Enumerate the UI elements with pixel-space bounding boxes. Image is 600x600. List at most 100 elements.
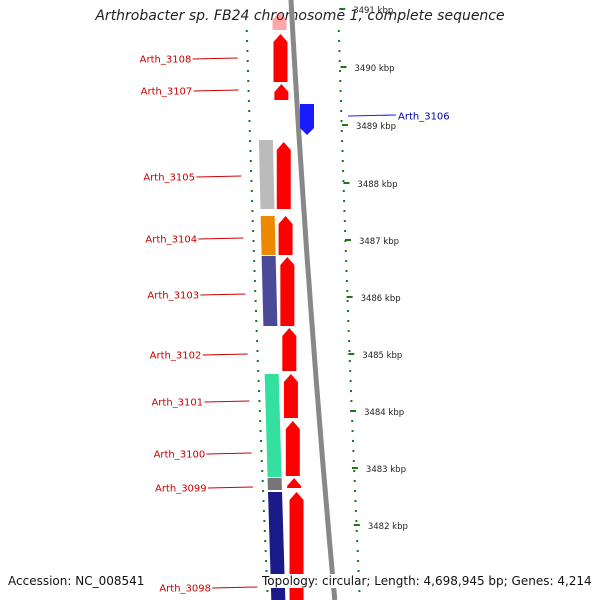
outer-track-dot <box>342 190 345 192</box>
inner-track-dot <box>260 450 263 452</box>
inner-track-dot <box>250 170 253 172</box>
outer-track-dot <box>346 290 349 292</box>
outer-track-dot <box>341 140 344 142</box>
inner-track-dot <box>246 50 249 52</box>
gene-label: Arth_3098 <box>159 584 211 595</box>
gene-label-line <box>206 452 252 455</box>
accession-label: Accession: <box>8 574 72 588</box>
inner-track-dot <box>250 180 253 182</box>
outer-track-dot <box>349 380 352 382</box>
outer-track-dot <box>358 590 361 592</box>
forward-gene-arrow <box>283 374 298 418</box>
outer-track-dot <box>341 160 344 162</box>
inner-track-dot <box>247 100 250 102</box>
inner-track-dot <box>257 370 260 372</box>
outer-track-dot <box>348 360 351 362</box>
outer-track-dot <box>350 400 353 402</box>
outer-track-dot <box>348 340 351 342</box>
inner-track-dot <box>246 60 249 62</box>
outer-track-dot <box>339 100 342 102</box>
gene-label-line <box>196 175 242 178</box>
inner-track-dot <box>261 470 264 472</box>
inner-track-dot <box>252 230 255 232</box>
inner-track-dot <box>265 570 268 572</box>
gene-label: Arth_3104 <box>145 235 197 246</box>
inner-track-dot <box>248 120 251 122</box>
inner-track-dot <box>245 30 248 32</box>
gene-label: Arth_3107 <box>141 87 193 98</box>
inner-track-dot <box>247 90 250 92</box>
inner-track-dot <box>252 240 255 242</box>
outer-track-dot <box>350 390 352 392</box>
outer-track-dot <box>338 40 341 42</box>
scale-tick <box>340 66 347 68</box>
scale-tick <box>348 353 355 355</box>
length-value: 4,698,945 bp <box>423 574 504 588</box>
outer-track-dot <box>342 180 345 182</box>
inner-track-dot <box>250 190 253 192</box>
accession-info: Accession: NC_008541 <box>8 574 145 588</box>
inner-track-dot <box>264 550 267 552</box>
gene-label: Arth_3102 <box>150 351 202 362</box>
scale-tick-label: 3488 kbp <box>357 180 397 190</box>
inner-track-dot <box>263 530 266 532</box>
outer-track-dot <box>347 330 350 332</box>
scale-tick <box>351 467 358 469</box>
outer-track-dot <box>343 200 346 202</box>
inner-track-dot <box>263 520 266 522</box>
inner-track-dot <box>255 310 257 312</box>
inner-track-dot <box>255 330 258 332</box>
reverse-gene-arrow <box>300 104 314 135</box>
cog-category-box <box>267 478 282 490</box>
outer-track-dot <box>352 450 355 452</box>
outer-track-dot <box>356 540 359 542</box>
accession-value: NC_008541 <box>75 574 145 588</box>
cog-category-box <box>268 492 286 600</box>
topology-label: Topology: <box>262 574 319 588</box>
outer-track-dot <box>357 560 360 562</box>
outer-track-dot <box>352 440 354 442</box>
gene-label: Arth_3108 <box>140 55 192 66</box>
scale-tick-label: 3484 kbp <box>364 408 404 418</box>
inner-track-dot <box>254 290 257 292</box>
inner-track-dot <box>253 260 256 262</box>
inner-track-dot <box>265 560 268 562</box>
inner-track-dot <box>248 110 251 112</box>
inner-track-dot <box>247 70 249 72</box>
outer-track-dot <box>347 320 350 322</box>
outer-track-dot <box>339 70 341 72</box>
gene-label-line <box>347 114 397 117</box>
gene-label-line <box>193 89 239 92</box>
inner-track-dot <box>249 150 252 152</box>
genome-stats: Topology: circular; Length: 4,698,945 bp… <box>262 574 592 588</box>
inner-track-dot <box>251 200 254 202</box>
outer-track-dot <box>349 370 352 372</box>
gene-label-line <box>207 486 254 489</box>
scale-tick <box>339 8 346 10</box>
gene-label: Arth_3106 <box>398 112 450 123</box>
gene-label-line <box>202 353 248 356</box>
gene-label: Arth_3099 <box>155 484 207 495</box>
outer-track-dot <box>353 480 356 482</box>
inner-track-dot <box>256 360 259 362</box>
inner-track-dot <box>255 320 258 322</box>
genes-label: Genes: <box>511 574 554 588</box>
outer-track-dot <box>348 350 351 352</box>
inner-track-dot <box>253 270 256 272</box>
inner-track-dot <box>247 80 250 82</box>
inner-track-dot <box>264 540 267 542</box>
scale-tick <box>341 124 348 126</box>
cog-category-box <box>261 256 278 326</box>
genes-value: 4,214 <box>557 574 592 588</box>
map-title: Arthrobacter sp. FB24 chromosome 1, comp… <box>95 8 505 24</box>
outer-track-dot <box>345 280 348 282</box>
outer-track-dot <box>337 30 340 32</box>
outer-track-dot <box>345 270 348 272</box>
forward-gene-arrow <box>278 216 293 255</box>
gene-label-line <box>212 586 258 589</box>
inner-track-dot <box>259 420 262 422</box>
outer-track-dot <box>355 530 358 532</box>
inner-track-dot <box>256 350 259 352</box>
outer-track-dot <box>355 520 358 522</box>
